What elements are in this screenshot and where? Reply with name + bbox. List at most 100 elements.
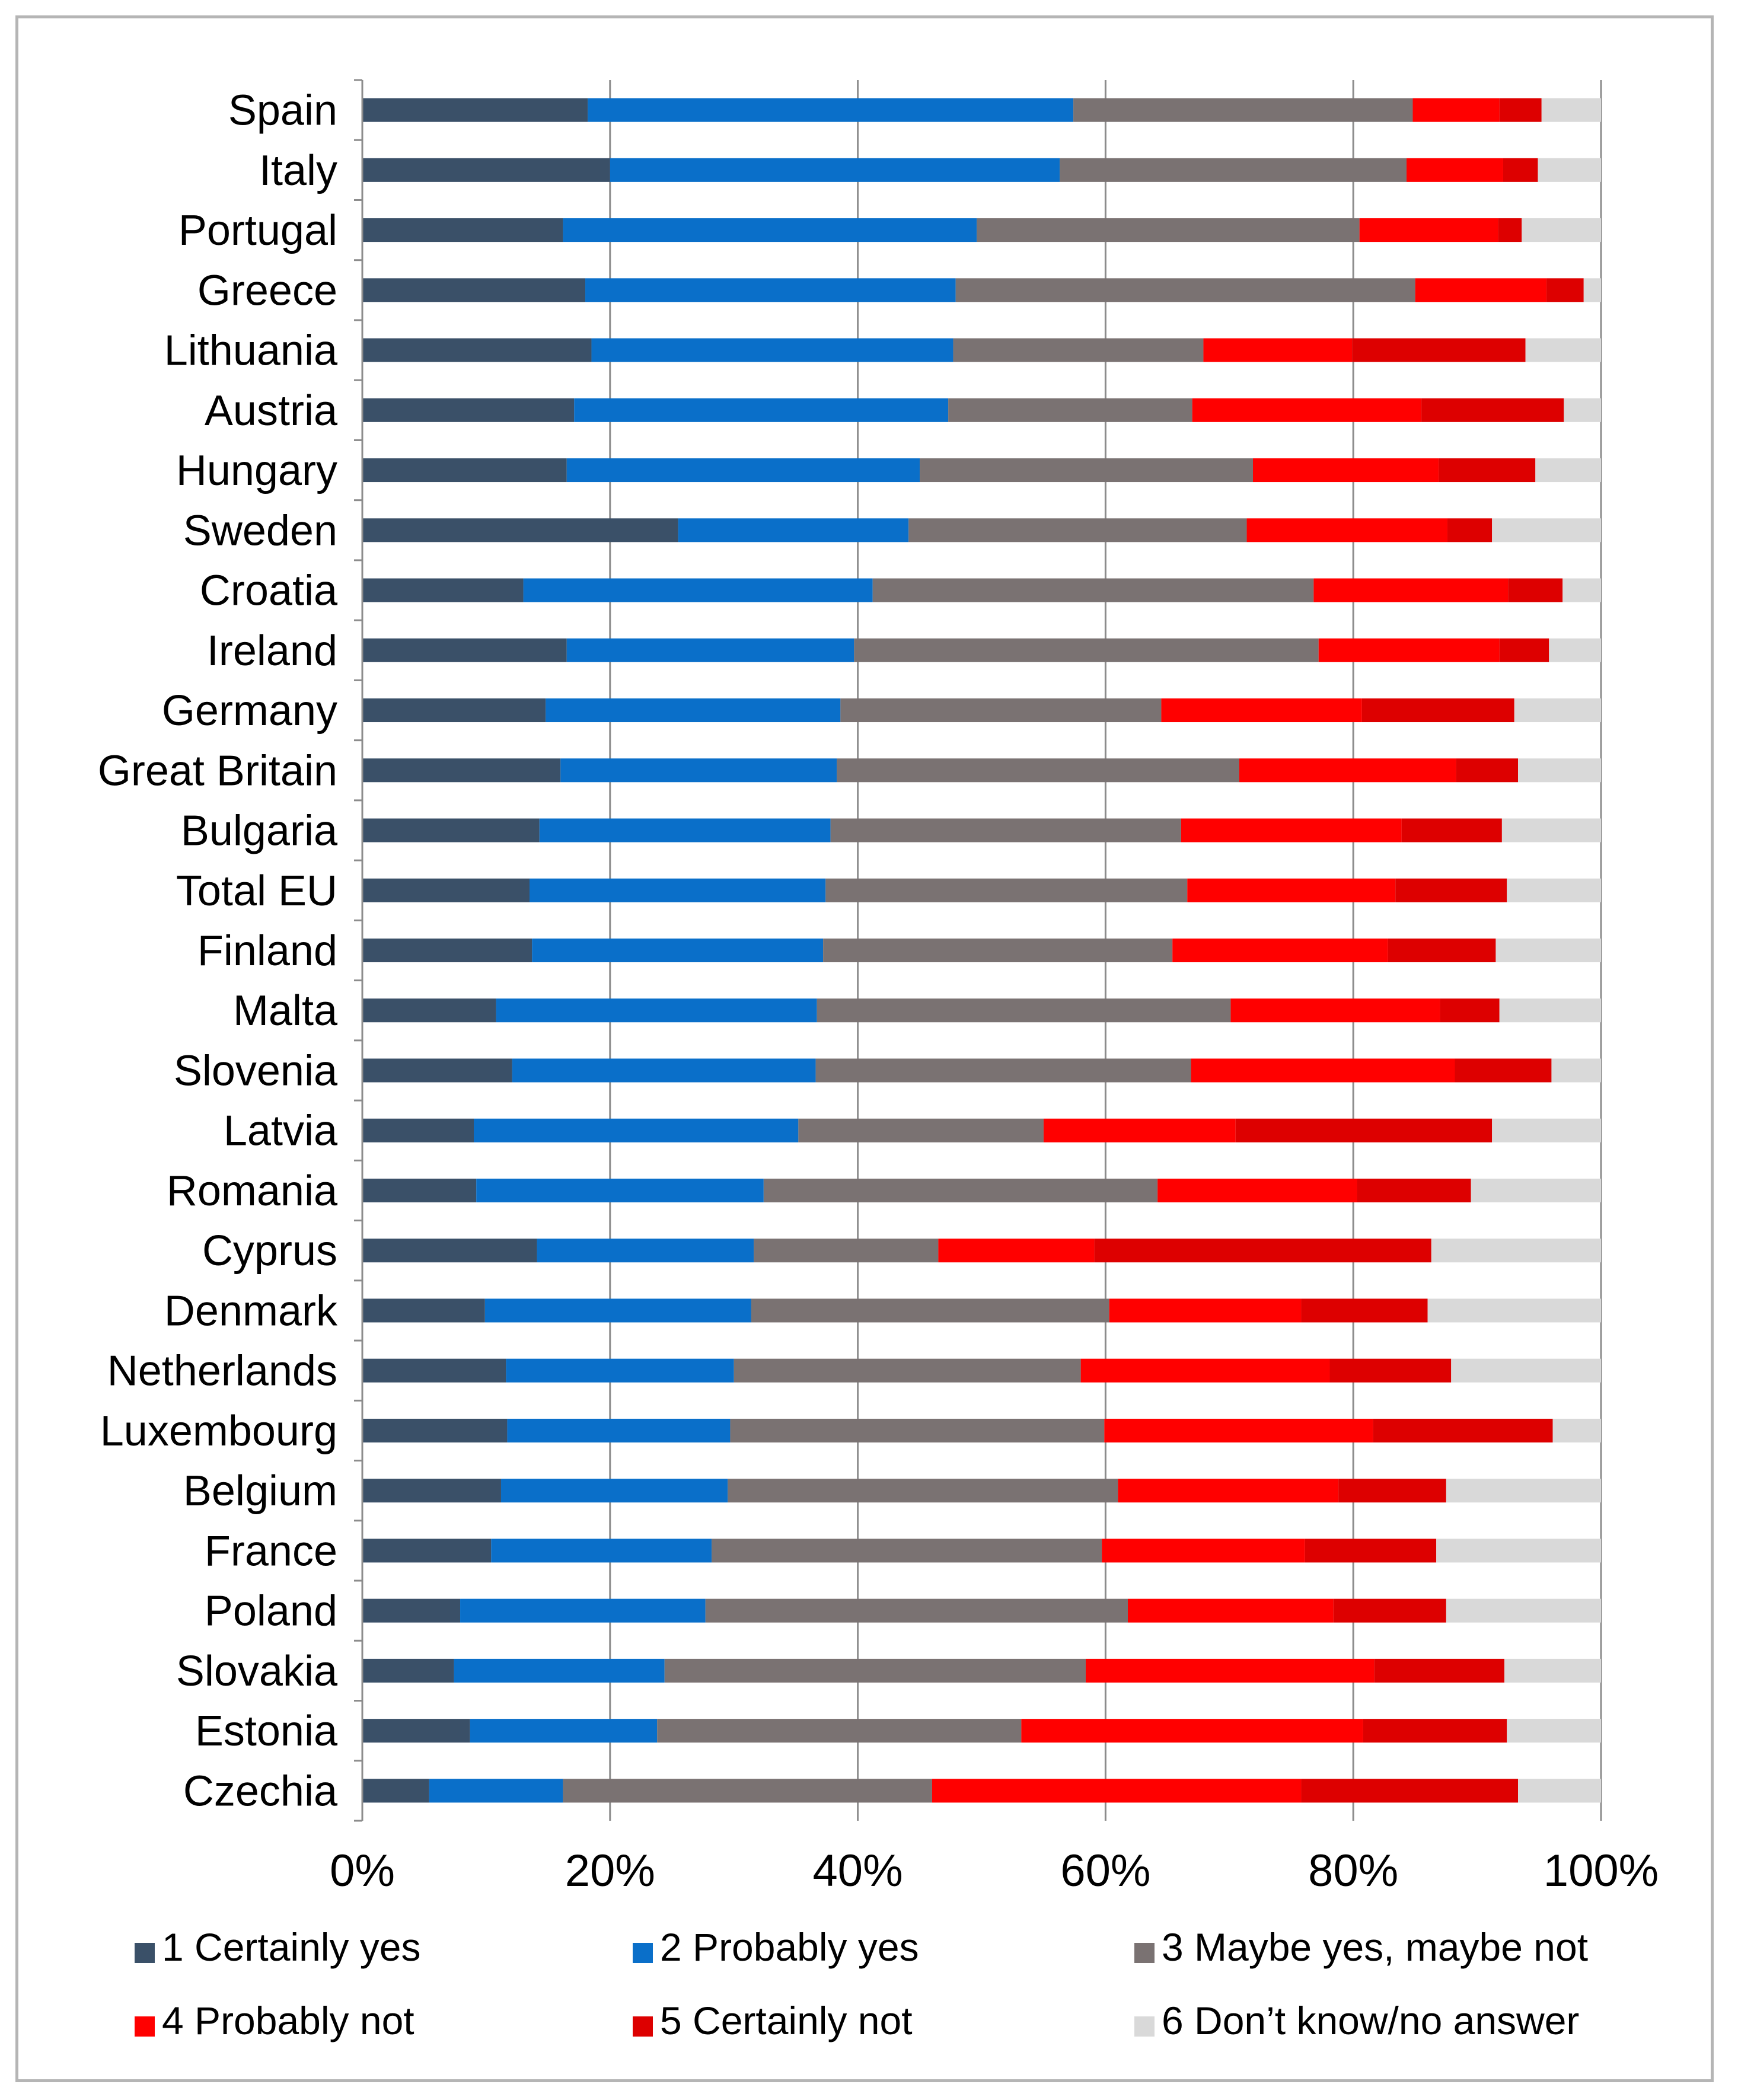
legend-label-5: 5 Certainly not xyxy=(660,1999,913,2042)
category-label-slovenia: Slovenia xyxy=(174,1047,338,1094)
bar-great-britain-series-2 xyxy=(560,758,837,783)
legend-swatch-2 xyxy=(633,1943,653,1963)
category-label-denmark: Denmark xyxy=(164,1287,338,1335)
bar-latvia-series-3 xyxy=(798,1118,1044,1142)
bar-estonia-series-1 xyxy=(362,1719,470,1743)
bar-luxembourg-series-3 xyxy=(730,1418,1105,1442)
bar-bulgaria-series-1 xyxy=(362,818,540,842)
bar-lithuania-series-3 xyxy=(953,338,1204,362)
bar-greece-series-1 xyxy=(362,278,586,302)
bar-lithuania-series-4 xyxy=(1203,338,1353,362)
bar-bulgaria-series-6 xyxy=(1501,818,1601,842)
bar-great-britain-series-5 xyxy=(1456,758,1519,783)
bar-portugal-series-3 xyxy=(977,218,1360,242)
bar-austria-series-1 xyxy=(362,398,575,422)
bar-hungary-series-6 xyxy=(1535,458,1601,483)
bar-cyprus-series-1 xyxy=(362,1239,537,1263)
legend-label-1: 1 Certainly yes xyxy=(162,1925,421,1969)
bar-germany-series-1 xyxy=(362,698,546,723)
bar-ireland-series-3 xyxy=(854,638,1319,662)
bar-austria-series-2 xyxy=(574,398,949,422)
bar-hungary-series-3 xyxy=(920,458,1253,483)
bar-belgium-series-4 xyxy=(1118,1479,1339,1503)
bar-luxembourg-series-6 xyxy=(1552,1418,1601,1442)
chart-frame: Spain Italy Portugal Greece Lithuania Austria… xyxy=(15,15,1714,2082)
bar-portugal-series-4 xyxy=(1359,218,1498,242)
bar-total-eu-series-4 xyxy=(1187,878,1396,902)
stacked-bar-chart: Spain Italy Portugal Greece Lithuania Austria… xyxy=(98,79,1659,2042)
bar-total-eu-series-5 xyxy=(1395,878,1507,902)
bar-france-series-3 xyxy=(712,1539,1102,1563)
bar-italy-series-2 xyxy=(610,158,1060,182)
bar-portugal-series-6 xyxy=(1522,218,1601,242)
bar-finland-series-6 xyxy=(1495,939,1601,962)
bar-croatia-series-3 xyxy=(872,578,1314,602)
bar-spain-series-4 xyxy=(1412,98,1500,122)
bar-romania-series-4 xyxy=(1157,1178,1357,1202)
bar-netherlands-series-2 xyxy=(506,1358,734,1383)
bar-croatia-series-1 xyxy=(362,578,524,602)
bar-romania-series-3 xyxy=(763,1178,1158,1202)
bar-czechia-series-5 xyxy=(1301,1779,1519,1803)
x-tick-label-0: 0% xyxy=(330,1846,395,1896)
bar-total-eu-series-2 xyxy=(530,878,826,902)
bar-croatia-series-2 xyxy=(523,578,873,602)
category-label-poland: Poland xyxy=(205,1588,337,1635)
category-label-belgium: Belgium xyxy=(183,1467,337,1515)
bar-poland-series-2 xyxy=(460,1598,706,1623)
bar-ireland-series-2 xyxy=(566,638,854,662)
bar-czechia-series-2 xyxy=(429,1779,563,1803)
category-label-estonia: Estonia xyxy=(195,1708,338,1755)
category-label-luxembourg: Luxembourg xyxy=(100,1408,337,1455)
bar-spain-series-1 xyxy=(362,98,588,122)
bar-finland-series-1 xyxy=(362,939,532,962)
bar-finland-series-5 xyxy=(1388,939,1496,962)
bar-lithuania-series-6 xyxy=(1525,338,1601,362)
bar-ireland-series-5 xyxy=(1499,638,1549,662)
bar-malta-series-4 xyxy=(1230,998,1440,1023)
bar-latvia-series-5 xyxy=(1235,1118,1493,1142)
bar-france-series-6 xyxy=(1436,1539,1601,1563)
legend-label-6: 6 Don’t know/no answer xyxy=(1162,1999,1579,2042)
bar-luxembourg-series-2 xyxy=(507,1418,731,1442)
bar-luxembourg-series-4 xyxy=(1104,1418,1373,1442)
category-label-slovakia: Slovakia xyxy=(176,1648,338,1695)
bar-great-britain-series-6 xyxy=(1518,758,1601,783)
bar-cyprus-series-3 xyxy=(754,1239,939,1263)
bar-france-series-1 xyxy=(362,1539,492,1563)
bar-luxembourg-series-5 xyxy=(1373,1418,1553,1442)
bar-slovenia-series-5 xyxy=(1455,1058,1552,1083)
bar-netherlands-series-1 xyxy=(362,1358,506,1383)
bar-poland-series-1 xyxy=(362,1598,461,1623)
x-tick-label-80: 80% xyxy=(1308,1846,1398,1896)
bar-austria-series-6 xyxy=(1564,398,1601,422)
category-label-germany: Germany xyxy=(162,687,337,735)
bar-slovenia-series-2 xyxy=(512,1058,816,1083)
bar-cyprus-series-5 xyxy=(1094,1239,1431,1263)
bar-croatia-series-6 xyxy=(1562,578,1601,602)
bar-latvia-series-1 xyxy=(362,1118,474,1142)
bar-france-series-4 xyxy=(1102,1539,1305,1563)
bar-hungary-series-1 xyxy=(362,458,567,483)
bar-portugal-series-2 xyxy=(563,218,977,242)
bar-czechia-series-1 xyxy=(362,1779,429,1803)
category-label-lithuania: Lithuania xyxy=(164,327,338,375)
bar-greece-series-5 xyxy=(1546,278,1584,302)
bar-romania-series-2 xyxy=(476,1178,764,1202)
bar-cyprus-series-4 xyxy=(938,1239,1095,1263)
bar-italy-series-6 xyxy=(1538,158,1601,182)
category-label-portugal: Portugal xyxy=(178,207,337,254)
x-axis-tick-labels: 0% 20% 40% 60% 80% 100% xyxy=(330,1846,1659,1896)
bar-total-eu-series-3 xyxy=(825,878,1188,902)
bar-estonia-series-4 xyxy=(1021,1719,1363,1743)
bar-sweden-series-6 xyxy=(1492,518,1601,542)
bar-malta-series-1 xyxy=(362,998,496,1023)
bar-sweden-series-4 xyxy=(1246,518,1447,542)
bar-romania-series-5 xyxy=(1357,1178,1471,1202)
bar-cyprus-series-2 xyxy=(537,1239,754,1263)
bar-belgium-series-6 xyxy=(1446,1479,1601,1503)
bar-great-britain-series-3 xyxy=(837,758,1240,783)
bar-hungary-series-5 xyxy=(1439,458,1536,483)
bar-netherlands-series-4 xyxy=(1080,1358,1330,1383)
bar-austria-series-3 xyxy=(948,398,1192,422)
